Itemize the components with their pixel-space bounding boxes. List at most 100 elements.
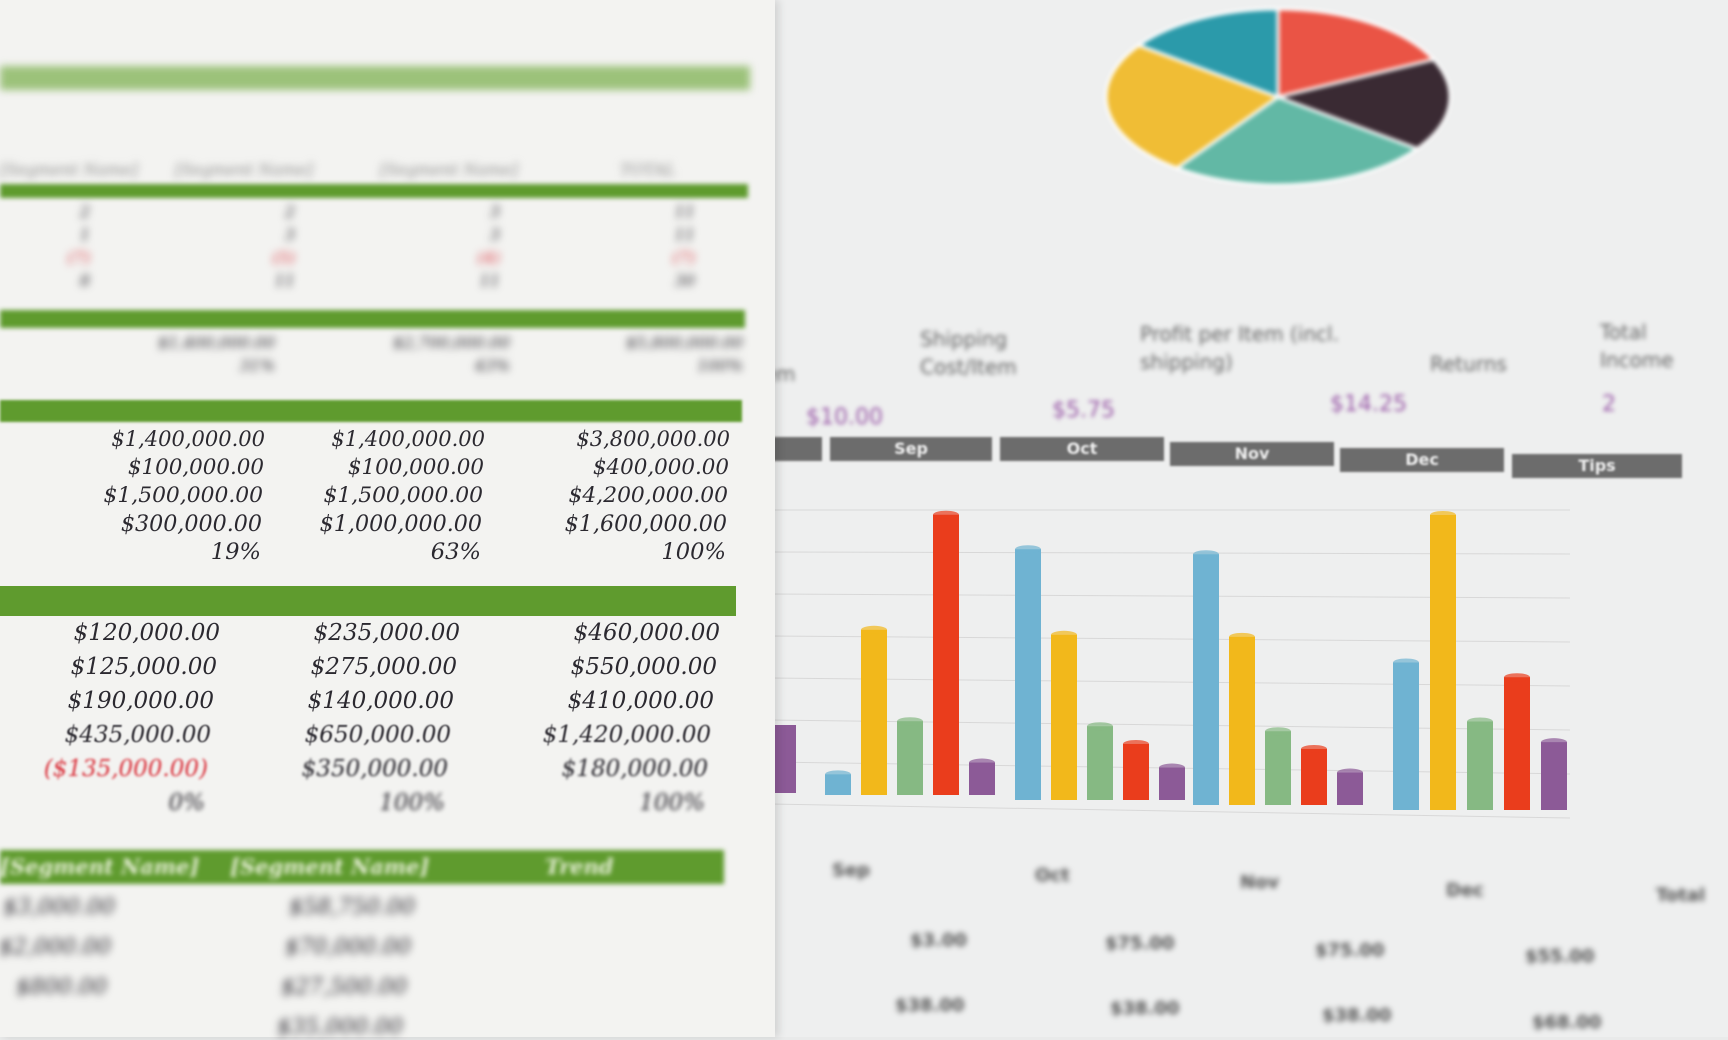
col-header: [Segment Name]	[0, 854, 200, 879]
value-shipping: $5.75	[1052, 398, 1115, 423]
month-tab-dec: Dec	[1340, 448, 1504, 472]
table-cell: $275,000.00	[310, 654, 457, 680]
table-cell: $1,400,000.00	[111, 427, 265, 451]
table-cell: $1,500,000.00	[323, 483, 483, 508]
bar-oct-2	[1087, 726, 1113, 800]
table-cell: 19%	[210, 539, 261, 565]
table-cell: $190,000.00	[67, 688, 214, 714]
bottom-cell: $55.00	[1525, 946, 1595, 967]
bar-cap	[1159, 763, 1185, 772]
bar-cap	[1393, 658, 1419, 667]
bar-dec-0	[1393, 662, 1419, 810]
table-cell: 3	[489, 225, 500, 244]
table-cell: $58,750.00	[289, 895, 415, 920]
col-header: Trend	[545, 854, 614, 879]
table-cell: $350,000.00	[301, 756, 448, 782]
table-cell: $1,400,000.00	[157, 333, 275, 352]
bar-cap	[1229, 632, 1255, 641]
table-cell: (7)	[672, 248, 695, 267]
table-cell: $1,400,000.00	[331, 427, 485, 451]
bottom-cell: $75.00	[1315, 940, 1385, 961]
pie-slice-1	[1272, 57, 1452, 151]
col-header: [Segment Name]	[380, 160, 518, 179]
value-returns: 2	[1602, 392, 1616, 417]
bottom-table-header: [Segment Name] [Segment Name] Trend	[0, 850, 724, 884]
pie-slice-0	[1276, 7, 1437, 99]
table-cell: $1,420,000.00	[542, 722, 711, 748]
col-header: TOTAL	[620, 160, 676, 179]
table-cell: 63%	[430, 539, 481, 565]
bar-dec-2	[1467, 721, 1493, 810]
month-tab-nov: Nov	[1170, 442, 1334, 466]
bottom-cell: $38.00	[895, 995, 965, 1016]
bottom-cell: $68.00	[1532, 1012, 1602, 1033]
bottom-header-total: Total	[1656, 885, 1706, 906]
table-cell: $100,000.00	[127, 455, 264, 480]
table-cell: $650,000.00	[304, 722, 451, 748]
table-cell: ($135,000.00)	[43, 756, 208, 782]
header-band	[0, 310, 745, 328]
table-cell: 11	[479, 271, 500, 290]
table-cell: 31%	[239, 356, 275, 375]
header-band	[0, 66, 750, 90]
table-cell: $2,700,000.00	[392, 333, 510, 352]
col-header: [Segment Name]	[175, 160, 313, 179]
gridline	[770, 803, 1571, 819]
table-cell: $100,000.00	[347, 455, 484, 480]
table-cell: $1,000,000.00	[319, 511, 482, 537]
table-cell: 2	[284, 202, 295, 221]
bottom-cell: $3.00	[910, 930, 967, 951]
bar-cap	[897, 717, 923, 726]
bar-sep-0	[825, 774, 851, 795]
table-cell: $70,000.00	[285, 935, 411, 960]
table-cell: $1,500,000.00	[103, 483, 263, 508]
table-cell: $2,000.00	[0, 935, 111, 960]
bottom-header-dec: Dec	[1446, 880, 1484, 901]
table-cell: 11	[674, 202, 695, 221]
header-band	[0, 184, 748, 198]
col-header: [Segment Name]	[0, 160, 138, 179]
table-cell: 11	[674, 225, 695, 244]
bar-chart	[770, 509, 1571, 819]
header-total-income: Total Income	[1600, 320, 1674, 372]
bottom-cell: $38.00	[1110, 998, 1180, 1019]
table-cell: $435,000.00	[64, 722, 211, 748]
bar-cap	[933, 510, 959, 519]
table-cell: 3	[284, 225, 295, 244]
bar-dec-4	[1541, 742, 1567, 810]
table-cell: $460,000.00	[573, 620, 720, 646]
bottom-cell: $75.00	[1105, 933, 1175, 954]
value-profit: $14.25	[1330, 392, 1407, 417]
table-cell: $400,000.00	[592, 455, 729, 480]
table-cell: (7)	[67, 248, 90, 267]
bar-nov-2	[1265, 731, 1291, 805]
bar-cap	[1467, 717, 1493, 726]
bar-cap	[1301, 744, 1327, 753]
bar-cap	[1337, 768, 1363, 777]
bar-cap	[1193, 550, 1219, 559]
header-band	[0, 400, 742, 422]
table-cell: $27,500.00	[281, 975, 407, 1000]
header-profit: Profit per Item (incl. shipping)	[1140, 322, 1339, 374]
right-sheet: Item Shipping Cost/Item Profit per Item …	[750, 0, 1728, 1037]
table-cell: 100%	[661, 539, 726, 565]
header-shipping: Shipping Cost/Item	[920, 327, 1017, 379]
bar-cap	[825, 770, 851, 779]
table-cell: 100%	[639, 790, 705, 816]
bar-oct-0	[1015, 549, 1041, 800]
table-cell: 100%	[379, 790, 445, 816]
table-cell: 30	[674, 271, 695, 290]
bar-sep-4	[969, 762, 995, 795]
table-cell: $300,000.00	[120, 511, 262, 537]
bar-cap	[1051, 630, 1077, 639]
table-cell: $4,200,000.00	[568, 483, 728, 508]
table-cell: (4)	[477, 248, 500, 267]
bar-dec-1	[1430, 515, 1456, 810]
bar-cap	[969, 758, 995, 767]
bottom-header-oct: Oct	[1035, 865, 1070, 886]
bar-cap	[1430, 511, 1456, 519]
bar-sep-3	[933, 514, 959, 795]
col-header: [Segment Name]	[230, 854, 430, 879]
bar-nov-0	[1193, 554, 1219, 805]
bar-sep-1	[861, 629, 887, 795]
